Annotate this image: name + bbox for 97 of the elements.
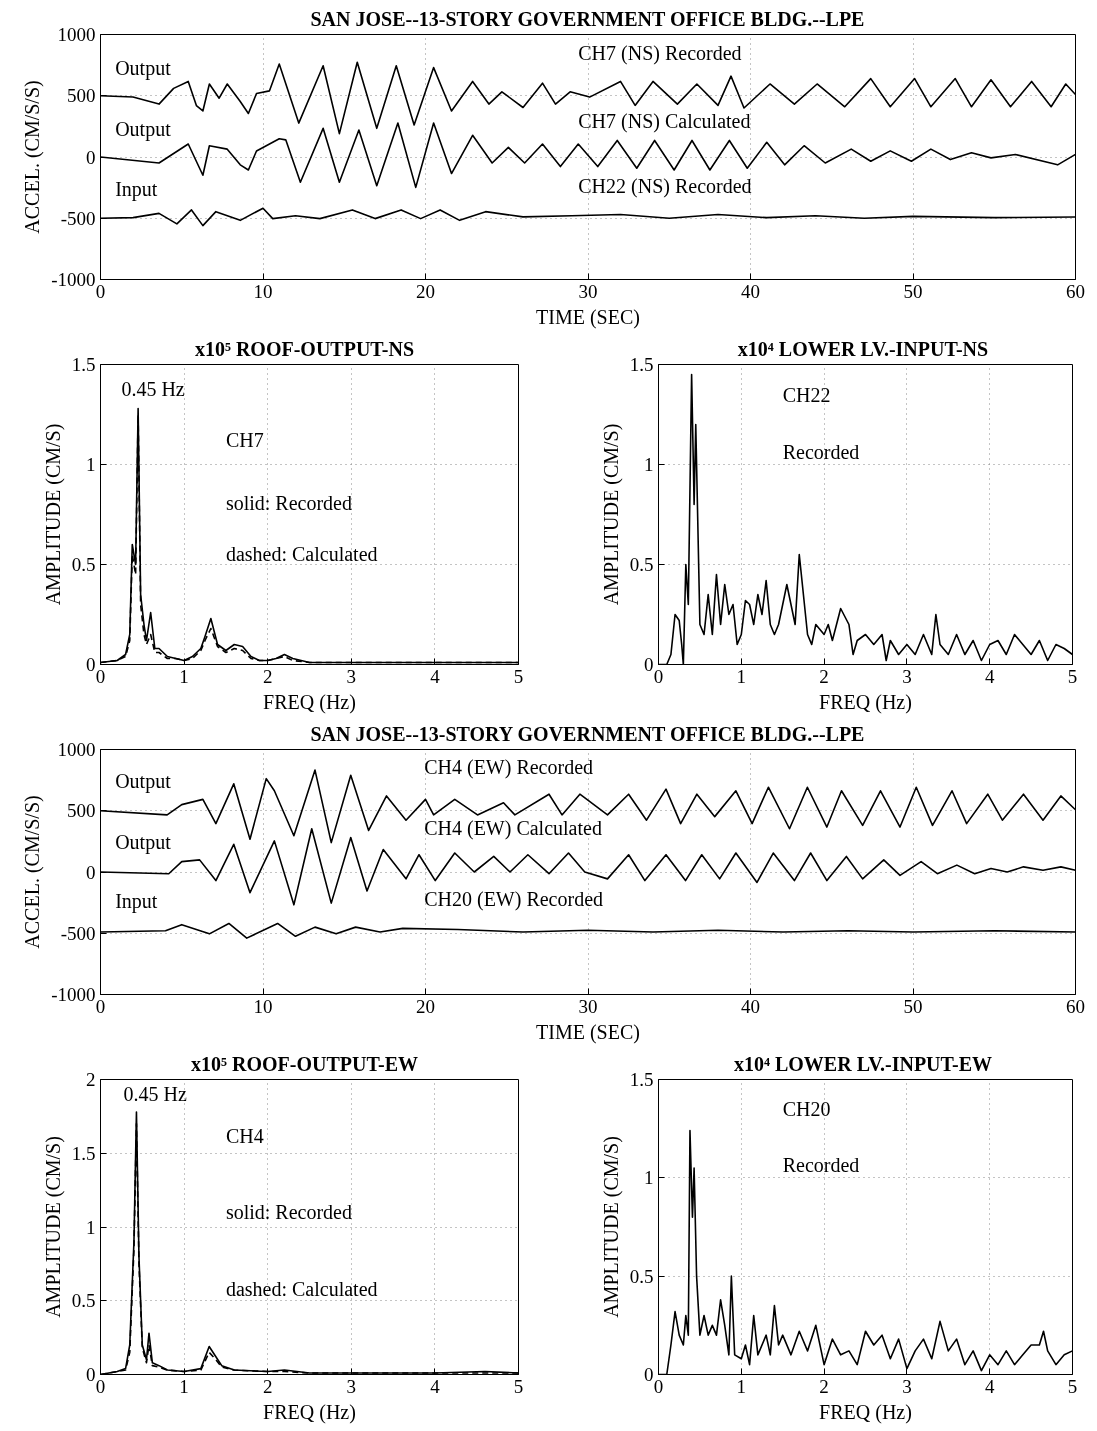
x-tick-label: 60 xyxy=(1066,280,1085,302)
y-axis-title: AMPLITUDE (CM/S) xyxy=(41,1136,65,1318)
y-axis-title: AMPLITUDE (CM/S) xyxy=(599,423,623,606)
annotation: Output xyxy=(115,770,172,794)
y-axis-title: AMPLITUDE (CM/S) xyxy=(599,1136,623,1318)
x-tick-label: 3 xyxy=(902,1375,912,1397)
y-tick-label: 1 xyxy=(644,454,654,475)
x-tick-label: 1 xyxy=(179,1375,189,1397)
y-tick-label: 0.5 xyxy=(71,1290,96,1312)
annotation: Input xyxy=(115,177,158,201)
y-tick-label: -500 xyxy=(60,207,96,229)
annotation: CH20 (EW) Recorded xyxy=(424,887,604,911)
y-tick-label: 2 xyxy=(86,1069,96,1090)
x-tick-label: 4 xyxy=(430,1375,441,1397)
annotation: solid: Recorded xyxy=(225,1201,352,1224)
y-tick-label: -1000 xyxy=(51,269,96,290)
annotation: Input xyxy=(115,890,158,914)
annotation: solid: Recorded xyxy=(225,491,352,514)
annotation: dashed: Calculated xyxy=(225,1277,378,1300)
x-axis-title: FREQ (Hz) xyxy=(263,690,356,714)
y-tick-label: 0.5 xyxy=(629,1265,654,1287)
y-tick-label: 500 xyxy=(67,85,96,107)
x-tick-label: 60 xyxy=(1066,995,1085,1017)
annotation: CH22 (NS) Recorded xyxy=(578,175,752,199)
y-tick-label: 1.5 xyxy=(71,354,96,375)
y-tick-label: 0 xyxy=(86,861,96,883)
chart-title: SAN JOSE--13-STORY GOVERNMENT OFFICE BLDG.--LPE xyxy=(310,722,865,745)
y-tick-label: 1.5 xyxy=(71,1142,96,1164)
y-tick-label: 0.5 xyxy=(629,554,654,575)
annotation: Recorded xyxy=(782,1154,860,1177)
x-axis-title: FREQ (Hz) xyxy=(819,690,912,714)
x-tick-label: 1 xyxy=(179,665,189,687)
y-tick-label: -500 xyxy=(60,922,96,944)
y-tick-label: -1000 xyxy=(51,984,96,1005)
y-tick-label: 1000 xyxy=(57,24,96,45)
y-axis-title: ACCEL. (CM/S/S) xyxy=(21,80,45,234)
x-axis-title: FREQ (Hz) xyxy=(819,1400,912,1424)
x-tick-label: 1 xyxy=(736,665,747,687)
annotation: CH7 (NS) Recorded xyxy=(578,42,742,66)
x-tick-label: 5 xyxy=(1067,1375,1078,1397)
annotation: CH7 xyxy=(225,428,264,451)
y-tick-label: 1 xyxy=(86,1216,96,1238)
y-tick-label: 1.5 xyxy=(629,354,654,375)
x-tick-label: 40 xyxy=(741,280,760,302)
y-tick-label: 0.5 xyxy=(71,554,96,575)
annotation: CH20 xyxy=(782,1098,831,1120)
x-axis-title: TIME (SEC) xyxy=(536,305,640,329)
annotation: Recorded xyxy=(782,440,860,463)
annotation: dashed: Calculated xyxy=(225,542,378,565)
x-tick-label: 40 xyxy=(741,995,760,1017)
x-tick-label: 4 xyxy=(984,665,995,687)
x-tick-label: 2 xyxy=(262,665,273,687)
x-tick-label: 3 xyxy=(902,665,912,687)
y-axis-title: AMPLITUDE (CM/S) xyxy=(41,423,65,606)
chart-title: x10⁴ LOWER LV.-INPUT-EW xyxy=(733,1052,993,1075)
y-tick-label: 500 xyxy=(67,800,96,822)
y-axis-title: ACCEL. (CM/S/S) xyxy=(21,795,45,949)
x-tick-label: 4 xyxy=(430,665,441,687)
y-tick-label: 1000 xyxy=(57,739,96,760)
x-tick-label: 50 xyxy=(903,280,923,302)
x-tick-label: 50 xyxy=(903,995,923,1017)
chart-title: x10⁵ ROOF-OUTPUT-EW xyxy=(191,1052,418,1075)
x-tick-label: 30 xyxy=(578,280,598,302)
x-tick-label: 4 xyxy=(984,1375,995,1397)
x-axis-title: FREQ (Hz) xyxy=(263,1400,356,1424)
annotation: CH4 xyxy=(225,1124,264,1147)
x-tick-label: 10 xyxy=(253,995,273,1017)
x-tick-label: 2 xyxy=(262,1375,273,1397)
x-tick-label: 20 xyxy=(416,280,435,302)
x-tick-label: 10 xyxy=(253,280,273,302)
x-tick-label: 1 xyxy=(736,1375,747,1397)
annotation: 0.45 Hz xyxy=(121,377,185,400)
x-tick-label: 5 xyxy=(513,665,524,687)
x-tick-label: 3 xyxy=(346,665,357,687)
chart-title: x10⁴ LOWER LV.-INPUT-NS xyxy=(737,337,989,360)
y-tick-label: 1 xyxy=(86,454,96,475)
x-tick-label: 30 xyxy=(578,995,598,1017)
y-tick-label: 1 xyxy=(644,1167,654,1189)
x-tick-label: 2 xyxy=(819,665,829,687)
x-tick-label: 20 xyxy=(416,995,435,1017)
chart-title: SAN JOSE--13-STORY GOVERNMENT OFFICE BLDG.--LPE xyxy=(310,7,865,30)
x-tick-label: 2 xyxy=(819,1375,829,1397)
y-tick-label: 1.5 xyxy=(629,1069,654,1090)
x-axis-title: TIME (SEC) xyxy=(536,1020,640,1044)
annotation: CH4 (EW) Calculated xyxy=(424,816,602,840)
chart-title: x10⁵ ROOF-OUTPUT-NS xyxy=(194,337,415,360)
annotation: 0.45 Hz xyxy=(123,1083,187,1106)
annotation: Output xyxy=(115,118,172,142)
annotation: CH7 (NS) Calculated xyxy=(578,109,751,133)
x-tick-label: 5 xyxy=(513,1375,524,1397)
annotation: CH22 xyxy=(782,383,831,406)
x-tick-label: 5 xyxy=(1067,665,1078,687)
y-tick-label: 0 xyxy=(86,146,96,168)
annotation: Output xyxy=(115,56,172,80)
annotation: Output xyxy=(115,830,172,854)
annotation: CH4 (EW) Recorded xyxy=(424,755,594,779)
x-tick-label: 3 xyxy=(346,1375,357,1397)
